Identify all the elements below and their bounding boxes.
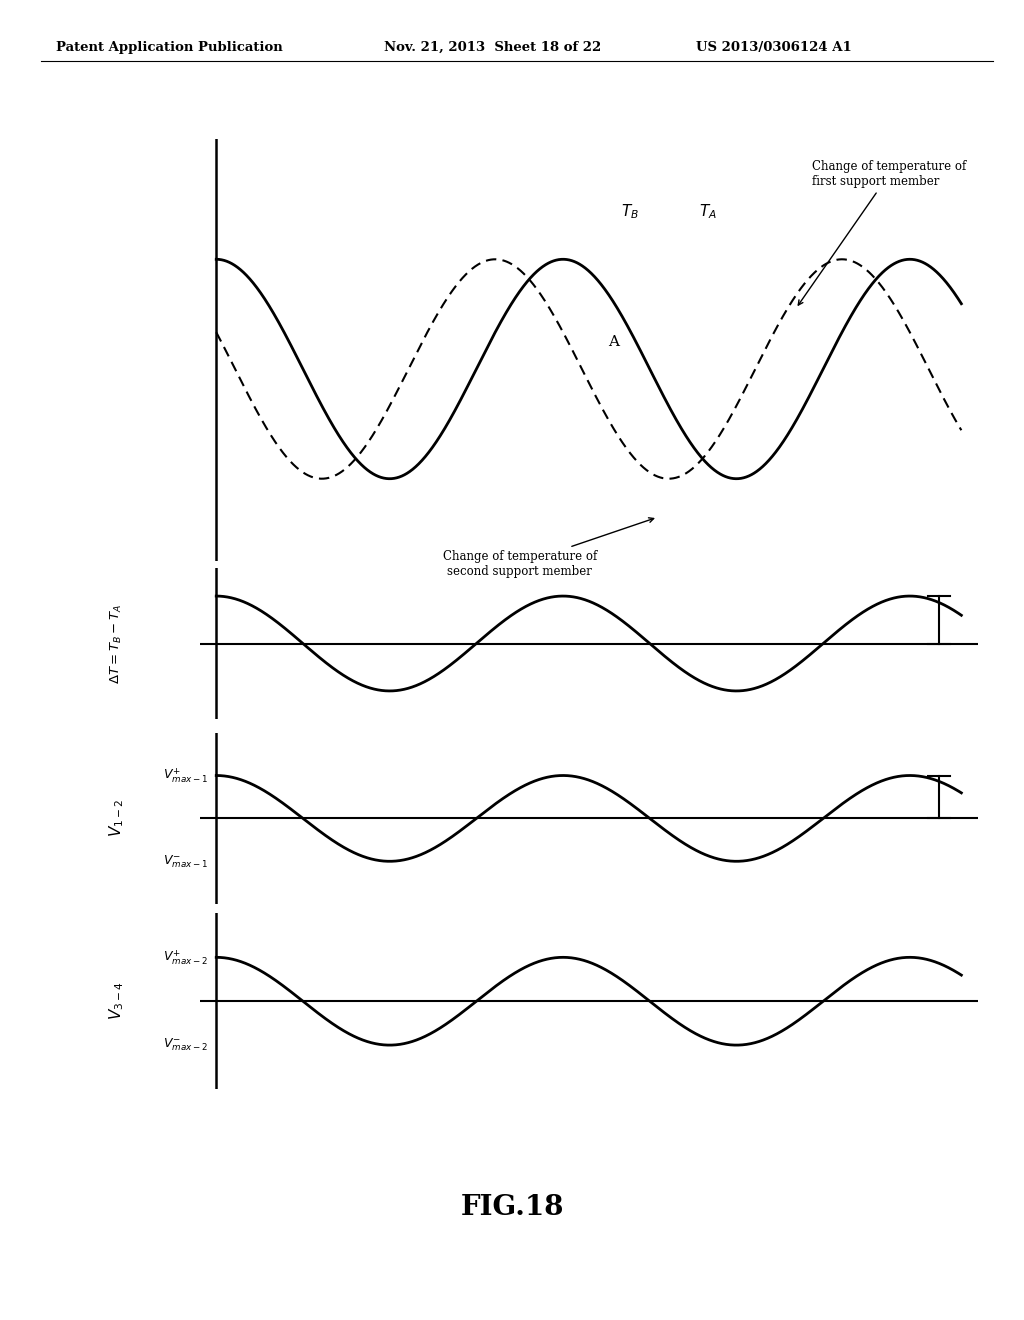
Text: $T_A$: $T_A$	[698, 202, 717, 220]
Text: $V_{max-1}^{+}$: $V_{max-1}^{+}$	[163, 766, 208, 785]
Text: $V_{3-4}$: $V_{3-4}$	[108, 982, 126, 1020]
Text: $\Delta T = T_B - T_A$: $\Delta T = T_B - T_A$	[110, 603, 125, 684]
Text: Nov. 21, 2013  Sheet 18 of 22: Nov. 21, 2013 Sheet 18 of 22	[384, 41, 601, 54]
Text: $T_B$: $T_B$	[622, 202, 639, 220]
Text: Change of temperature of
second support member: Change of temperature of second support …	[442, 517, 653, 578]
Text: $V_{max-2}^{+}$: $V_{max-2}^{+}$	[163, 948, 208, 966]
Text: FIG.18: FIG.18	[460, 1195, 564, 1221]
Text: $V_{1-2}$: $V_{1-2}$	[108, 800, 126, 837]
Text: $V_{max-1}^{-}$: $V_{max-1}^{-}$	[163, 853, 208, 870]
Text: A: A	[608, 334, 620, 348]
Text: US 2013/0306124 A1: US 2013/0306124 A1	[696, 41, 852, 54]
Text: Patent Application Publication: Patent Application Publication	[56, 41, 283, 54]
Text: $V_{max-2}^{-}$: $V_{max-2}^{-}$	[163, 1038, 208, 1053]
Text: Change of temperature of
first support member: Change of temperature of first support m…	[799, 160, 967, 305]
